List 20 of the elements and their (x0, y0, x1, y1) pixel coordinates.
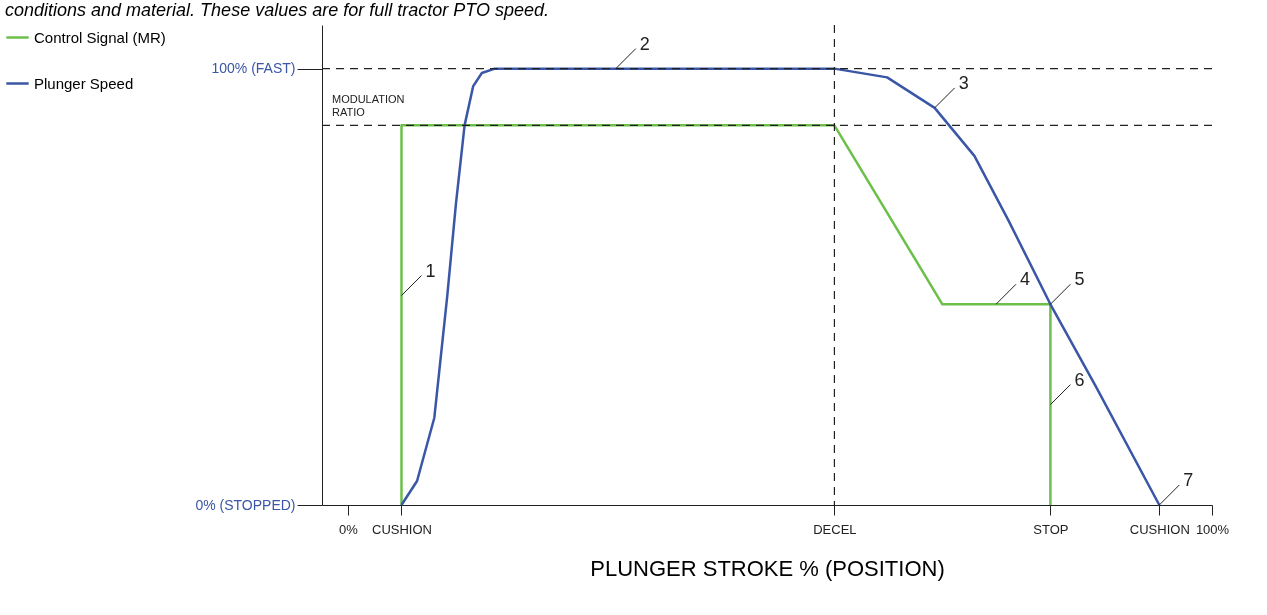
annotation: 5 (1074, 269, 1085, 290)
annotation: 1 (425, 260, 436, 281)
annotation: 4 (1019, 269, 1030, 290)
x-tick-label: 0% (339, 521, 359, 537)
y-tick-label: 100% (FAST) (211, 60, 296, 77)
x-tick-label: DECEL (813, 521, 857, 537)
x-tick-label: STOP (1033, 521, 1069, 537)
x-axis-title: PLUNGER STROKE % (POSITION) (590, 555, 945, 581)
annotation: 6 (1074, 369, 1085, 390)
annotation: 7 (1183, 470, 1194, 490)
x-tick-label: 100% (1195, 521, 1230, 537)
x-tick-label: CUSHION (372, 521, 432, 537)
legend-label: Plunger Speed (34, 74, 134, 92)
ref-line-label: MODULATION RATIO (332, 93, 405, 119)
annotation: 2 (639, 33, 650, 54)
x-tick-label: CUSHION (1129, 521, 1190, 537)
legend-label: Control Signal (MR) (34, 28, 166, 46)
y-tick-label: 0% (STOPPED) (195, 496, 296, 513)
chart-title: conditions and material. These values are for full tractor PTO speed. (5, 0, 549, 21)
annotation: 3 (958, 72, 969, 93)
